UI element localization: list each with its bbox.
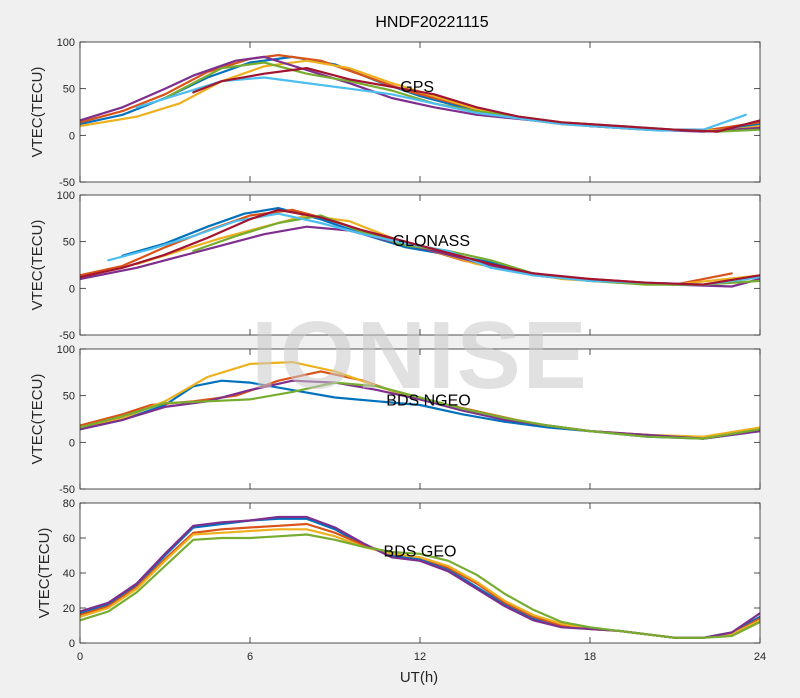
y-tick-label: -50 (59, 484, 75, 496)
y-tick-label: 40 (63, 568, 75, 580)
y-axis-label: VTEC(TECU) (29, 67, 46, 158)
panel-annotation: GPS (400, 79, 434, 96)
y-tick-label: 80 (63, 498, 75, 510)
y-tick-label: 100 (57, 190, 75, 202)
y-tick-label: 100 (57, 37, 75, 49)
panel-annotation: GLONASS (393, 233, 470, 250)
x-axis-label: UT(h) (400, 669, 438, 686)
panel-annotation: BDS NGEO (386, 392, 470, 409)
series-group (80, 207, 760, 288)
series-line (80, 208, 760, 286)
series-group (80, 515, 760, 639)
y-tick-label: 50 (63, 84, 75, 96)
y-tick-label: 60 (63, 533, 75, 545)
y-tick-label: 50 (63, 237, 75, 249)
series-line (80, 381, 760, 440)
series-line (80, 533, 760, 639)
plot-area (80, 349, 760, 489)
panel-1: -50 0 50 100 VTEC(TECU) GPS (29, 37, 761, 189)
y-tick-label: -50 (59, 330, 75, 342)
panel-4: 0 20 40 60 80 0 6 12 18 24 VTEC(TECU) BDS GEO (36, 498, 766, 663)
x-tick-label: 18 (584, 651, 596, 663)
y-tick-label: 20 (63, 603, 75, 615)
x-tick-label: 6 (247, 651, 253, 663)
y-tick-label: 100 (57, 344, 75, 356)
y-axis-label: VTEC(TECU) (36, 528, 53, 619)
series-group (80, 361, 760, 440)
y-axis-label: VTEC(TECU) (29, 374, 46, 465)
chart-title: HNDF20221115 (375, 14, 488, 31)
x-tick-label: 12 (414, 651, 426, 663)
y-tick-label: 50 (63, 391, 75, 403)
y-tick-label: -50 (59, 177, 75, 189)
y-tick-label: 0 (69, 283, 75, 295)
panels: -50 0 50 100 VTEC(TECU) GPS -50 0 50 100 VTEC(TECU… (29, 37, 766, 663)
watermark: IONISE (251, 302, 588, 409)
plot-area (80, 503, 760, 643)
y-tick-label: 0 (69, 437, 75, 449)
plot-area (80, 195, 760, 335)
x-tick-label: 0 (77, 651, 83, 663)
y-tick-label: 0 (69, 638, 75, 650)
plot-area (80, 42, 760, 182)
series-line (192, 67, 760, 133)
y-tick-label: 0 (69, 130, 75, 142)
series-group (80, 54, 760, 133)
panel-3: -50 0 50 100 VTEC(TECU) BDS NGEO (29, 344, 761, 496)
series-line (135, 76, 747, 132)
panel-2: -50 0 50 100 VTEC(TECU) GLONASS (29, 190, 761, 342)
y-axis-label: VTEC(TECU) (29, 220, 46, 311)
panel-annotation: BDS GEO (384, 543, 457, 560)
x-tick-label: 24 (754, 651, 766, 663)
